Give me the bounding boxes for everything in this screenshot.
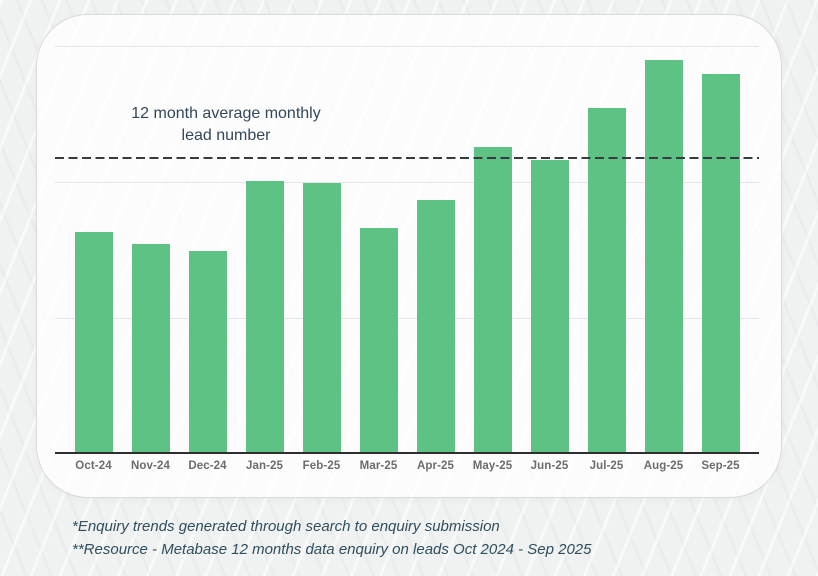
average-dashed-line [55, 156, 759, 159]
x-axis-label-feb-25: Feb-25 [302, 460, 341, 472]
x-axis-label-jan-25: Jan-25 [245, 460, 284, 472]
bar-column [635, 44, 692, 452]
x-axis-label-aug-25: Aug-25 [643, 460, 684, 472]
bar-column [236, 44, 293, 452]
bar-may-25 [473, 147, 512, 452]
footnote-2: **Resource - Metabase 12 months data enq… [72, 541, 592, 558]
x-axis-label-mar-25: Mar-25 [359, 460, 398, 472]
x-axis-label-nov-24: Nov-24 [131, 460, 170, 472]
x-axis-label-sep-25: Sep-25 [701, 460, 740, 472]
gridline [55, 318, 759, 319]
bar-mar-25 [359, 227, 398, 452]
gridline [55, 182, 759, 183]
x-axis-label-dec-24: Dec-24 [188, 460, 227, 472]
gridline [55, 46, 759, 47]
bar-column [350, 44, 407, 452]
bar-aug-25 [644, 60, 683, 452]
x-axis-label-apr-25: Apr-25 [416, 460, 455, 472]
x-axis-labels: Oct-24 Nov-24 Dec-24 Jan-25 Feb-25 Mar-25 Apr-… [55, 460, 759, 472]
footnotes: *Enquiry trends generated through search… [72, 515, 592, 561]
x-axis-line [55, 452, 759, 454]
bar-column [65, 44, 122, 452]
bar-column [179, 44, 236, 452]
x-axis-label-jul-25: Jul-25 [589, 460, 624, 472]
bar-column [407, 44, 464, 452]
x-axis-label-oct-24: Oct-24 [75, 460, 112, 472]
bar-jul-25 [587, 107, 626, 452]
x-axis-label-may-25: May-25 [472, 460, 513, 472]
bar-jan-25 [245, 181, 284, 452]
bar-jun-25 [530, 159, 569, 452]
average-line-annotation: 12 month average monthly lead number [61, 103, 391, 147]
bar-column [464, 44, 521, 452]
bar-column [521, 44, 578, 452]
bar-column [122, 44, 179, 452]
bar-apr-25 [416, 200, 455, 452]
bar-oct-24 [74, 231, 113, 452]
bar-series [55, 44, 759, 452]
bar-dec-24 [188, 250, 227, 452]
bar-column [578, 44, 635, 452]
bar-column [692, 44, 749, 452]
annotation-line-2: lead number [181, 127, 271, 144]
x-axis-label-jun-25: Jun-25 [530, 460, 569, 472]
footnote-1: *Enquiry trends generated through search… [72, 518, 500, 535]
bar-column [293, 44, 350, 452]
bar-sep-25 [701, 73, 740, 452]
annotation-line-1: 12 month average monthly [131, 105, 321, 122]
chart-card: 12 month average monthly lead number Oct… [36, 14, 782, 498]
bar-nov-24 [131, 243, 170, 452]
bar-feb-25 [302, 182, 341, 452]
